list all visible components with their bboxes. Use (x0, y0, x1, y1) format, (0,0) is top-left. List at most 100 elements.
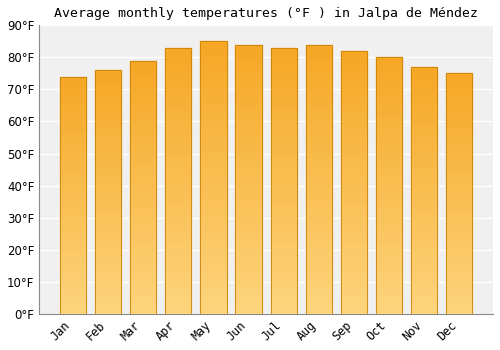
Bar (376, 160, 402, 166)
Bar (236, 186, 262, 193)
Bar (60, 272, 86, 278)
Bar (376, 115, 402, 121)
Bar (446, 170, 472, 176)
Bar (60, 213, 86, 219)
Bar (376, 121, 402, 128)
Bar (411, 85, 438, 92)
Bar (306, 112, 332, 119)
Bar (411, 221, 438, 228)
Bar (130, 168, 156, 175)
Bar (340, 156, 367, 163)
Bar (306, 44, 332, 314)
Bar (446, 140, 472, 146)
Bar (270, 107, 297, 114)
Bar (60, 278, 86, 284)
Bar (95, 289, 122, 296)
Bar (270, 161, 297, 168)
Bar (60, 177, 86, 183)
Bar (200, 69, 226, 75)
Bar (60, 154, 86, 160)
Bar (411, 234, 438, 240)
Bar (376, 243, 402, 250)
Bar (95, 210, 122, 216)
Bar (130, 238, 156, 244)
Bar (340, 215, 367, 222)
Bar (306, 139, 332, 146)
Bar (446, 110, 472, 116)
Bar (306, 226, 332, 233)
Bar (200, 116, 226, 123)
Bar (60, 237, 86, 243)
Bar (236, 85, 262, 92)
Bar (130, 111, 156, 118)
Bar (446, 194, 472, 199)
Bar (411, 190, 438, 197)
Bar (165, 254, 192, 261)
Bar (165, 208, 192, 214)
Bar (236, 226, 262, 233)
Bar (60, 89, 86, 94)
Bar (236, 193, 262, 200)
Bar (130, 244, 156, 251)
Bar (446, 74, 472, 314)
Bar (200, 110, 226, 116)
Bar (165, 61, 192, 68)
Bar (270, 214, 297, 221)
Bar (306, 132, 332, 139)
Bar (130, 105, 156, 111)
Bar (60, 148, 86, 154)
Bar (340, 261, 367, 268)
Bar (411, 116, 438, 122)
Bar (60, 112, 86, 118)
Bar (411, 308, 438, 314)
Bar (236, 260, 262, 267)
Bar (340, 71, 367, 77)
Bar (60, 83, 86, 89)
Bar (130, 143, 156, 149)
Bar (306, 166, 332, 173)
Bar (306, 159, 332, 166)
Bar (236, 92, 262, 98)
Bar (340, 268, 367, 274)
Bar (340, 235, 367, 242)
Bar (270, 281, 297, 287)
Bar (306, 233, 332, 240)
Bar (411, 240, 438, 246)
Bar (340, 182, 367, 189)
Bar (165, 241, 192, 247)
Bar (446, 272, 472, 278)
Bar (446, 176, 472, 182)
Bar (376, 134, 402, 141)
Bar (95, 284, 122, 289)
Bar (236, 44, 262, 314)
Bar (236, 159, 262, 166)
Bar (236, 206, 262, 213)
Bar (270, 154, 297, 161)
Bar (130, 61, 156, 314)
Bar (446, 116, 472, 121)
Bar (60, 136, 86, 142)
Bar (340, 90, 367, 97)
Bar (200, 246, 226, 253)
Bar (236, 219, 262, 226)
Bar (306, 44, 332, 314)
Bar (60, 266, 86, 272)
Bar (130, 155, 156, 162)
Bar (95, 259, 122, 265)
Bar (270, 48, 297, 54)
Bar (270, 54, 297, 61)
Bar (446, 79, 472, 85)
Bar (130, 187, 156, 194)
Bar (60, 94, 86, 100)
Bar (165, 148, 192, 154)
Bar (236, 246, 262, 253)
Bar (270, 134, 297, 141)
Bar (236, 213, 262, 219)
Bar (340, 117, 367, 123)
Bar (60, 77, 86, 83)
Bar (446, 290, 472, 296)
Bar (306, 125, 332, 132)
Bar (270, 301, 297, 307)
Bar (411, 209, 438, 215)
Bar (376, 102, 402, 108)
